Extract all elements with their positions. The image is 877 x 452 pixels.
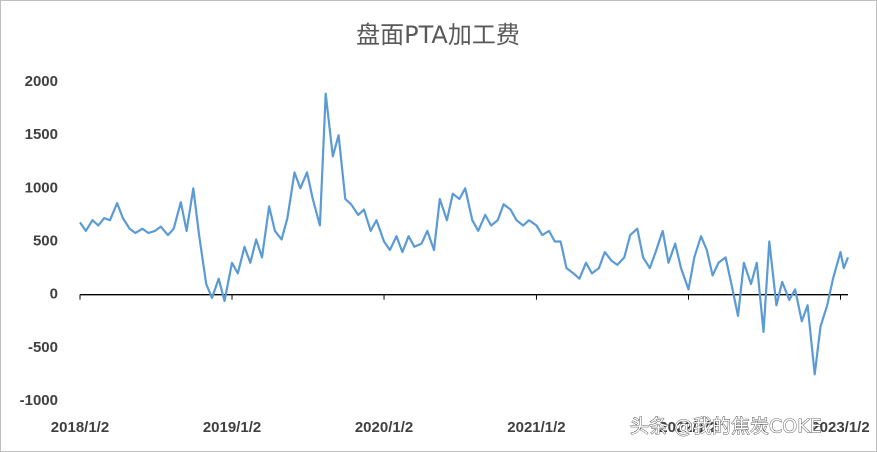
x-tick-label: 2018/1/2 — [51, 419, 109, 436]
x-tick-label: 2022/1/2 — [659, 419, 717, 436]
chart-title: 盘面PTA加工费 — [356, 21, 520, 49]
watermark: 头条 @我的焦炭COKE — [630, 416, 822, 438]
y-tick-label: 500 — [33, 232, 58, 249]
x-tick-label: 2020/1/2 — [355, 419, 413, 436]
y-tick-label: 0 — [50, 286, 58, 303]
x-tick-label: 2023/1/2 — [811, 419, 869, 436]
y-tick-label: 2000 — [25, 73, 58, 90]
x-tick-label: 2021/1/2 — [507, 419, 565, 436]
y-tick-label: 1000 — [25, 179, 58, 196]
x-tick-label: 2019/1/2 — [203, 419, 261, 436]
y-tick-label: -1000 — [20, 392, 58, 409]
line-series — [79, 92, 850, 376]
y-tick-label: -500 — [28, 339, 58, 356]
y-tick-label: 1500 — [25, 126, 58, 143]
